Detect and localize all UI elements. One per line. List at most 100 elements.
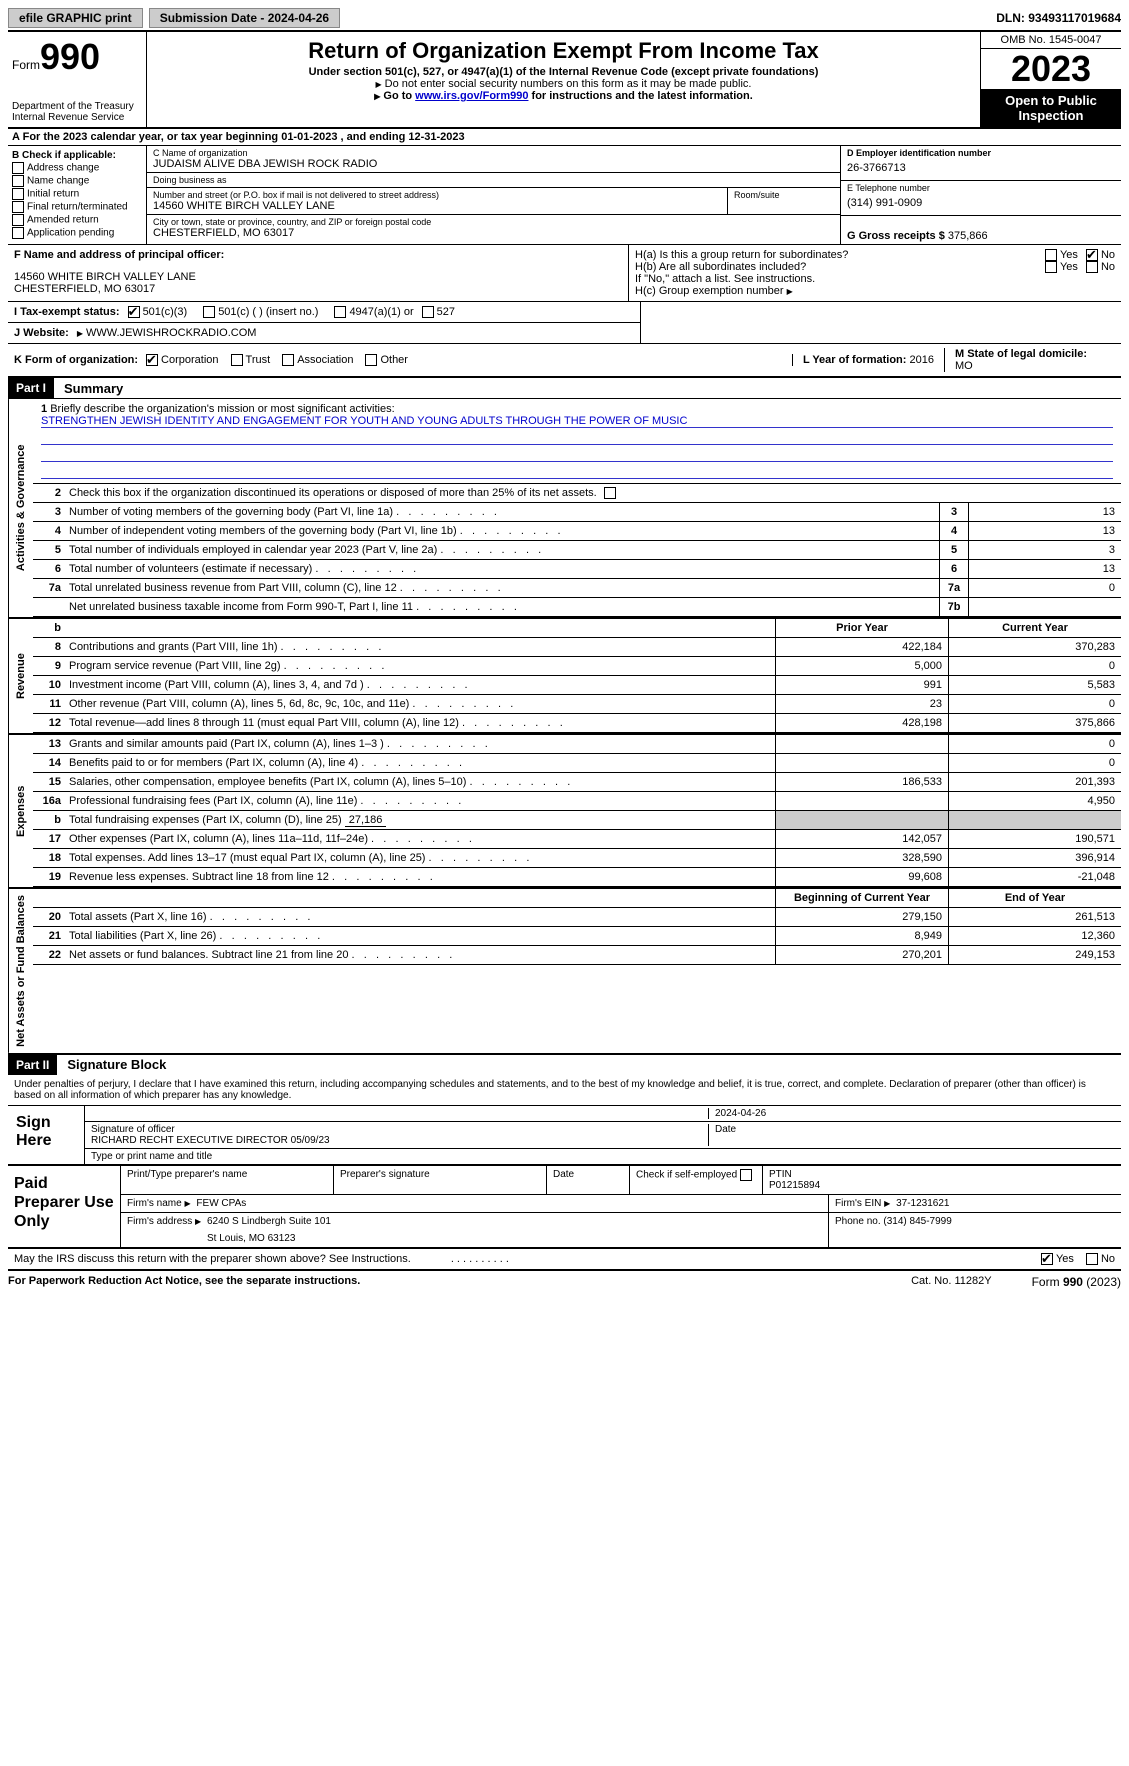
chk-501c[interactable]	[203, 306, 215, 318]
chk-501c3[interactable]	[128, 306, 140, 318]
vtab-net-assets: Net Assets or Fund Balances	[8, 889, 33, 1053]
line-13: 13Grants and similar amounts paid (Part …	[33, 735, 1121, 754]
perjury-statement: Under penalties of perjury, I declare th…	[8, 1075, 1121, 1106]
line-20: 20Total assets (Part X, line 16)279,1502…	[33, 908, 1121, 927]
chk-hb-no[interactable]	[1086, 261, 1098, 273]
officer-group-row: F Name and address of principal officer:…	[8, 245, 1121, 302]
phone-cell: E Telephone number (314) 991-0909	[841, 181, 1121, 216]
line-21: 21Total liabilities (Part X, line 26)8,9…	[33, 927, 1121, 946]
line-19: 19Revenue less expenses. Subtract line 1…	[33, 868, 1121, 887]
line-12: 12Total revenue—add lines 8 through 11 (…	[33, 714, 1121, 733]
section-b-checkboxes: B Check if applicable: Address change Na…	[8, 146, 147, 244]
room-suite-label: Room/suite	[734, 190, 834, 200]
sign-here-block: Sign Here 2024-04-26 Signature of office…	[8, 1106, 1121, 1166]
dba-cell: Doing business as	[147, 173, 840, 188]
rev-header-row: b Prior Year Current Year	[33, 619, 1121, 638]
chk-initial-return[interactable]: Initial return	[12, 188, 142, 200]
chk-trust[interactable]	[231, 354, 243, 366]
line-7a: 7aTotal unrelated business revenue from …	[33, 579, 1121, 598]
chk-address-change[interactable]: Address change	[12, 162, 142, 174]
paid-preparer-label: Paid Preparer Use Only	[8, 1166, 121, 1247]
line-8: 8Contributions and grants (Part VIII, li…	[33, 638, 1121, 657]
irs-label: Internal Revenue Service	[12, 112, 134, 123]
part-2-header: Part II Signature Block	[8, 1055, 1121, 1075]
line-14: 14Benefits paid to or for members (Part …	[33, 754, 1121, 773]
vtab-revenue: Revenue	[8, 619, 33, 733]
chk-hb-yes[interactable]	[1045, 261, 1057, 273]
section-h-group: H(a) Is this a group return for subordin…	[628, 245, 1121, 301]
prep-sig-label: Preparer's signature	[334, 1166, 547, 1194]
prep-date-label: Date	[547, 1166, 630, 1194]
print-name-label: Print/Type preparer's name	[121, 1166, 334, 1194]
identity-section: B Check if applicable: Address change Na…	[8, 146, 1121, 245]
line-6: 6Total number of volunteers (estimate if…	[33, 560, 1121, 579]
line-16b: b Total fundraising expenses (Part IX, c…	[33, 811, 1121, 830]
mission-block: 1 Briefly describe the organization's mi…	[33, 399, 1121, 484]
discuss-row: May the IRS discuss this return with the…	[8, 1249, 1121, 1271]
chk-discuss-yes[interactable]	[1041, 1253, 1053, 1265]
line-22: 22Net assets or fund balances. Subtract …	[33, 946, 1121, 965]
paperwork-notice: For Paperwork Reduction Act Notice, see …	[8, 1275, 360, 1289]
sig-date: 2024-04-26	[709, 1108, 1115, 1119]
chk-other[interactable]	[365, 354, 377, 366]
net-assets-section: Net Assets or Fund Balances Beginning of…	[8, 889, 1121, 1055]
chk-ha-no[interactable]	[1086, 249, 1098, 261]
firm-phone-cell: Phone no. (314) 845-7999	[829, 1213, 1121, 1247]
mission-text: STRENGTHEN JEWISH IDENTITY AND ENGAGEMEN…	[41, 415, 687, 427]
hb-note: If "No," attach a list. See instructions…	[635, 273, 1115, 285]
form-version: Form 990 (2023)	[1032, 1275, 1121, 1289]
part-1-header: Part I Summary	[8, 378, 1121, 399]
form-number: Form990	[12, 36, 142, 78]
paid-preparer-block: Paid Preparer Use Only Print/Type prepar…	[8, 1166, 1121, 1249]
open-to-public: Open to Public Inspection	[981, 89, 1121, 127]
line-7b: Net unrelated business taxable income fr…	[33, 598, 1121, 617]
form-title: Return of Organization Exempt From Incom…	[151, 38, 976, 64]
line-3: 3Number of voting members of the governi…	[33, 503, 1121, 522]
chk-discuss-no[interactable]	[1086, 1253, 1098, 1265]
chk-discontinued[interactable]	[604, 487, 616, 499]
chk-application-pending[interactable]: Application pending	[12, 227, 142, 239]
line-10: 10Investment income (Part VIII, column (…	[33, 676, 1121, 695]
website-link[interactable]: WWW.JEWISHROCKRADIO.COM	[86, 327, 257, 339]
efile-topbar: efile GRAPHIC print Submission Date - 20…	[8, 8, 1121, 32]
revenue-section: Revenue b Prior Year Current Year 8Contr…	[8, 619, 1121, 735]
chk-ha-yes[interactable]	[1045, 249, 1057, 261]
chk-527[interactable]	[422, 306, 434, 318]
date-label: Date	[709, 1124, 1115, 1146]
efile-print-button[interactable]: efile GRAPHIC print	[8, 8, 143, 28]
net-header-row: Beginning of Current Year End of Year	[33, 889, 1121, 908]
dln-number: DLN: 93493117019684	[996, 11, 1121, 25]
ptin-cell: PTINP01215894	[763, 1166, 1121, 1194]
hc-label: H(c) Group exemption number	[635, 285, 1115, 297]
line-5: 5Total number of individuals employed in…	[33, 541, 1121, 560]
chk-self-employed[interactable]	[740, 1169, 752, 1181]
firm-ein-cell: Firm's EIN 37-1231621	[829, 1195, 1121, 1212]
ssn-warning: Do not enter social security numbers on …	[151, 78, 976, 90]
tax-year-row: A For the 2023 calendar year, or tax yea…	[8, 129, 1121, 146]
form-header: Form990 Department of the Treasury Inter…	[8, 32, 1121, 129]
irs-gov-link[interactable]: www.irs.gov/Form990	[415, 90, 528, 102]
year-formation: L Year of formation: 2016	[792, 354, 944, 366]
line-17: 17Other expenses (Part IX, column (A), l…	[33, 830, 1121, 849]
gross-receipts-cell: G Gross receipts $ 375,866	[841, 216, 1121, 244]
chk-corporation[interactable]	[146, 354, 158, 366]
submission-date: Submission Date - 2024-04-26	[149, 8, 340, 28]
line-9: 9Program service revenue (Part VIII, lin…	[33, 657, 1121, 676]
expenses-section: Expenses 13Grants and similar amounts pa…	[8, 735, 1121, 889]
chk-association[interactable]	[282, 354, 294, 366]
sign-here-label: Sign Here	[8, 1106, 85, 1164]
chk-4947[interactable]	[334, 306, 346, 318]
firm-name-cell: Firm's name FEW CPAs	[121, 1195, 829, 1212]
firm-address-cell: Firm's address 6240 S Lindbergh Suite 10…	[121, 1213, 829, 1247]
chk-name-change[interactable]: Name change	[12, 175, 142, 187]
officer-name: RICHARD RECHT EXECUTIVE DIRECTOR 05/09/2…	[91, 1135, 708, 1146]
line-16a: 16aProfessional fundraising fees (Part I…	[33, 792, 1121, 811]
chk-final-return[interactable]: Final return/terminated	[12, 201, 142, 213]
sig-officer-label: Signature of officer	[91, 1124, 708, 1135]
tax-year: 2023	[981, 49, 1121, 89]
line-15: 15Salaries, other compensation, employee…	[33, 773, 1121, 792]
chk-amended-return[interactable]: Amended return	[12, 214, 142, 226]
vtab-expenses: Expenses	[8, 735, 33, 887]
line-18: 18Total expenses. Add lines 13–17 (must …	[33, 849, 1121, 868]
ein-cell: D Employer identification number 26-3766…	[841, 146, 1121, 181]
